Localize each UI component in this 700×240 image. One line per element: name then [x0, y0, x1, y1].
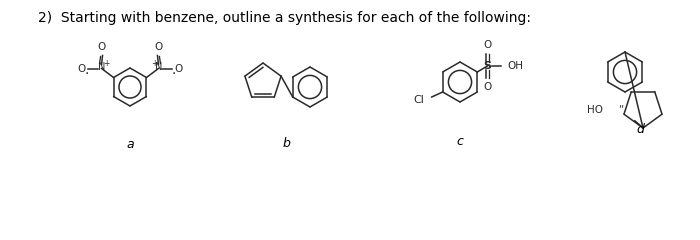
Text: +: + — [150, 59, 157, 67]
Text: O: O — [174, 64, 183, 73]
Text: N: N — [98, 62, 105, 72]
Text: OH: OH — [508, 61, 524, 71]
Text: O: O — [483, 82, 491, 92]
Text: ·: · — [172, 66, 176, 80]
Text: ,,: ,, — [618, 99, 624, 109]
Text: b: b — [283, 137, 290, 150]
Text: ·: · — [85, 66, 89, 80]
Text: Cl: Cl — [414, 95, 425, 105]
Text: +: + — [103, 59, 109, 67]
Text: O: O — [78, 64, 85, 73]
Text: 2)  Starting with benzene, outline a synthesis for each of the following:: 2) Starting with benzene, outline a synt… — [38, 11, 531, 25]
Text: O: O — [154, 42, 162, 52]
Text: a: a — [126, 138, 134, 151]
Text: d: d — [636, 123, 644, 136]
Text: O: O — [483, 40, 491, 50]
Text: c: c — [456, 135, 463, 148]
Text: HO: HO — [587, 105, 603, 115]
Text: S: S — [483, 61, 491, 71]
Text: N: N — [155, 62, 162, 72]
Text: O: O — [97, 42, 106, 52]
